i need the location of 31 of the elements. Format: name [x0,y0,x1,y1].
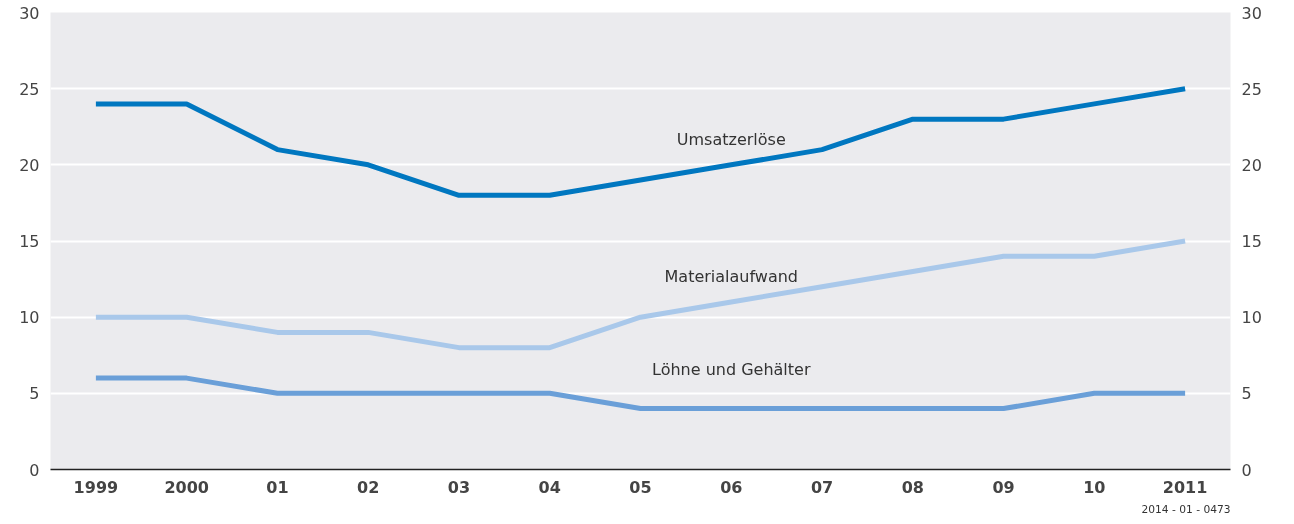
series-label: Materialaufwand [664,266,799,286]
x-tick-label: 2000 [164,477,209,497]
x-tick-label: 02 [357,477,380,497]
y2-tick-label: 30 [1241,3,1262,23]
x-tick-label: 01 [266,477,289,497]
x-tick-label: 06 [720,477,743,497]
x-tick-label: 04 [538,477,561,497]
y-tick-label: 5 [29,384,40,404]
series-label: Umsatzerlöse [676,129,786,149]
y2-tick-label: 10 [1241,308,1262,328]
series-label: Löhne und Gehälter [652,359,811,379]
x-tick-label: 03 [447,477,471,497]
x-tick-label: 2011 [1162,477,1208,497]
y-tick-label: 0 [29,460,40,480]
x-tick-label: 07 [810,477,834,497]
y2-tick-label: 15 [1241,232,1262,251]
y2-tick-label: 25 [1241,79,1262,99]
text: 2014 - 01 - 0473 [1141,502,1231,516]
y-tick-label: 20 [19,155,40,175]
x-tick-label: 1999 [73,477,119,497]
x-tick-label: 05 [629,477,652,497]
y-tick-label: 15 [19,232,40,251]
y2-tick-label: 20 [1241,155,1262,175]
x-tick-label: 09 [992,477,1015,497]
y2-tick-label: 0 [1241,460,1252,480]
y-tick-label: 30 [19,3,40,23]
x-tick-label: 08 [901,477,924,497]
y2-tick-label: 5 [1241,384,1252,404]
y-tick-label: 10 [19,308,40,328]
x-tick-label: 10 [1083,477,1106,497]
y-tick-label: 25 [19,79,40,99]
